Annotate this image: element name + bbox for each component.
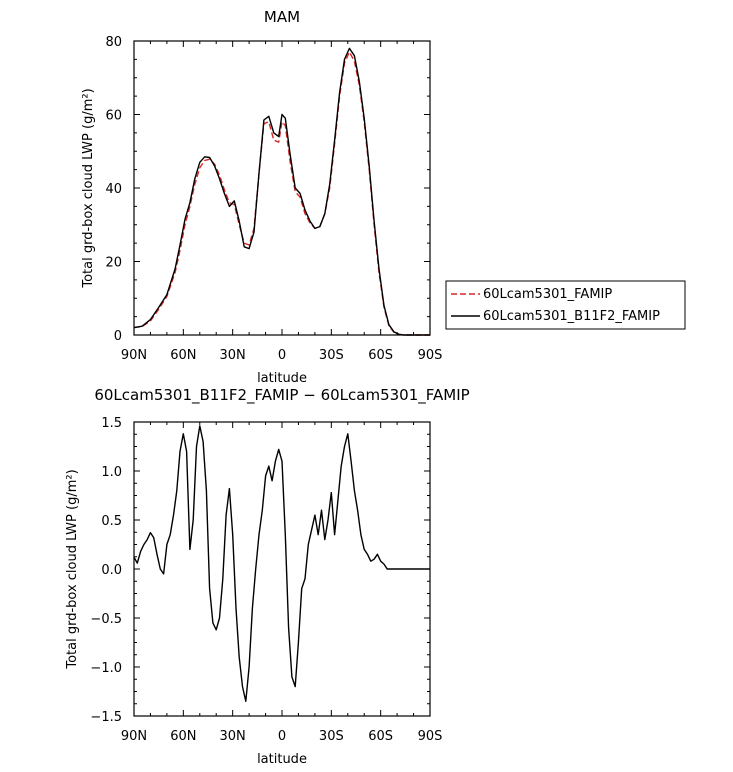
bottom-panel: 60Lcam5301_B11F2_FAMIP − 60Lcam5301_FAMI… bbox=[65, 386, 470, 767]
y-tick-label: 0.5 bbox=[101, 514, 122, 529]
x-tick-label: 60S bbox=[368, 729, 393, 744]
bottom-chart-title: 60Lcam5301_B11F2_FAMIP − 60Lcam5301_FAMI… bbox=[94, 386, 469, 405]
top-axis-ticks: 90N 60N 30N 0 30S 60S 90S 0 20 40 60 80 bbox=[105, 35, 442, 363]
y-tick-label: 1.0 bbox=[101, 465, 122, 480]
top-plot-frame bbox=[133, 40, 431, 336]
y-tick-label: 20 bbox=[105, 256, 122, 271]
legend: 60Lcam5301_FAMIP 60Lcam5301_B11F2_FAMIP bbox=[445, 280, 686, 330]
y-tick-label: −0.5 bbox=[90, 612, 122, 627]
y-tick-label: 1.5 bbox=[101, 416, 122, 431]
y-tick-label: −1.5 bbox=[90, 710, 122, 725]
legend-entry-b11f2-famip: 60Lcam5301_B11F2_FAMIP bbox=[483, 309, 660, 324]
top-plot-series bbox=[133, 47, 430, 336]
top-x-axis-label: latitude bbox=[257, 371, 307, 386]
bottom-axis-ticks: 90N 60N 30N 0 30S 60S 90S −1.5 −1.0 −0.5 0.0 0.5 1.0… bbox=[90, 416, 442, 744]
top-panel: MAM 90N 60N 30N 0 30S 60S 90S 0 20 40 60 80 latitud… bbox=[81, 8, 686, 386]
y-tick-label: 0.0 bbox=[101, 563, 122, 578]
top-y-axis-label: Total grd-box cloud LWP (g/m²) bbox=[81, 88, 96, 288]
series-line-60lcam5301-famip bbox=[133, 51, 430, 336]
legend-box bbox=[445, 280, 686, 330]
x-tick-label: 90S bbox=[418, 729, 443, 744]
legend-entry-famip: 60Lcam5301_FAMIP bbox=[483, 287, 612, 302]
x-tick-label: 60N bbox=[170, 348, 196, 363]
x-tick-label: 0 bbox=[278, 348, 286, 363]
x-tick-label: 60S bbox=[368, 348, 393, 363]
bottom-y-axis-label: Total grd-box cloud LWP (g/m²) bbox=[65, 469, 80, 669]
y-tick-label: 80 bbox=[105, 35, 122, 50]
x-tick-label: 0 bbox=[278, 729, 286, 744]
x-tick-label: 60N bbox=[170, 729, 196, 744]
x-tick-label: 90S bbox=[418, 348, 443, 363]
y-tick-label: 60 bbox=[105, 109, 122, 124]
x-tick-label: 30N bbox=[220, 729, 246, 744]
y-tick-label: 0 bbox=[114, 329, 122, 344]
y-tick-label: 40 bbox=[105, 182, 122, 197]
bottom-plot-frame bbox=[133, 421, 431, 717]
y-tick-label: −1.0 bbox=[90, 661, 122, 676]
x-tick-label: 90N bbox=[121, 729, 147, 744]
bottom-plot-series bbox=[133, 425, 430, 702]
top-chart-title: MAM bbox=[264, 8, 300, 26]
x-tick-label: 30S bbox=[319, 729, 344, 744]
x-tick-label: 30N bbox=[220, 348, 246, 363]
x-tick-label: 90N bbox=[121, 348, 147, 363]
series-line-60lcam5301-b11f2-famip bbox=[133, 47, 430, 336]
series-line-difference bbox=[133, 425, 430, 702]
bottom-x-axis-label: latitude bbox=[257, 752, 307, 767]
x-tick-label: 30S bbox=[319, 348, 344, 363]
